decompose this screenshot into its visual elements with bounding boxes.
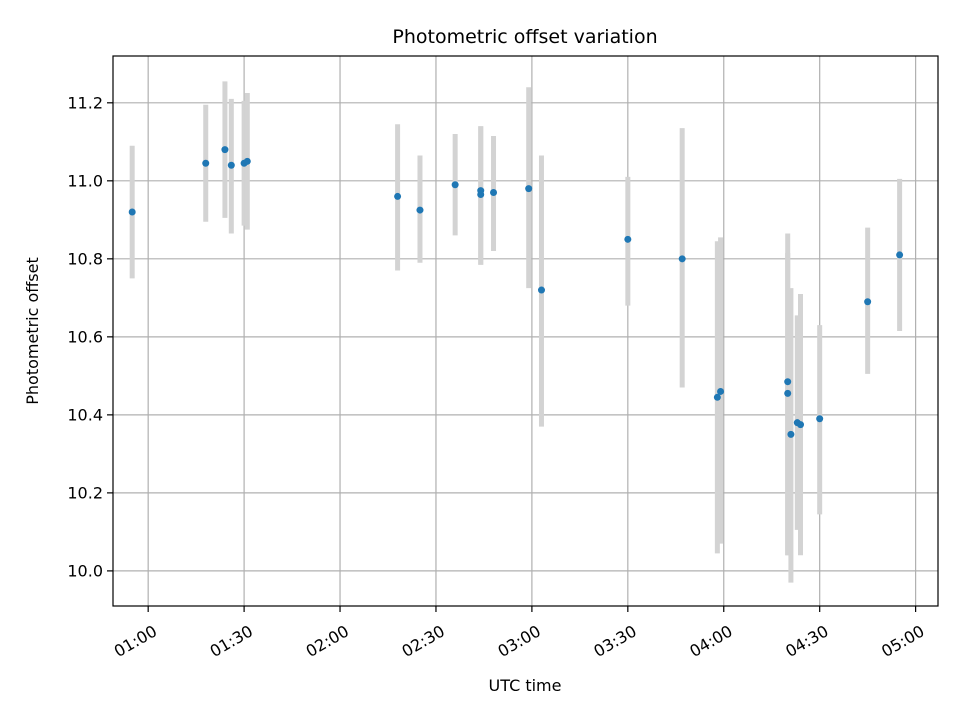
data-point <box>624 235 632 243</box>
data-point <box>202 159 210 167</box>
data-point <box>477 190 485 198</box>
data-point <box>394 192 402 200</box>
data-point <box>717 387 725 395</box>
data-point <box>787 430 795 438</box>
data-points <box>128 146 904 438</box>
data-point <box>221 146 229 154</box>
y-axis-ticks: 10.0 10.2 10.4 10.6 10.8 11.0 11.2 <box>67 93 113 580</box>
data-point <box>797 421 804 429</box>
y-tick-label: 10.4 <box>67 405 103 424</box>
plot-frame <box>112 55 939 607</box>
data-point <box>128 208 136 216</box>
y-tick-label: 10.6 <box>67 327 103 346</box>
data-point <box>784 389 792 397</box>
data-point <box>490 189 498 197</box>
y-tick-label: 10.2 <box>67 483 103 502</box>
data-point <box>227 161 235 169</box>
data-point <box>537 286 545 294</box>
y-tick-label: 11.2 <box>67 93 103 112</box>
data-point <box>678 255 686 263</box>
y-axis-title: Photometric offset <box>23 257 42 405</box>
data-point <box>416 206 424 214</box>
chart-title: Photometric offset variation <box>392 26 657 48</box>
data-point <box>784 378 792 386</box>
data-point <box>816 415 824 423</box>
data-point <box>525 185 533 193</box>
y-tick-label: 10.8 <box>67 249 103 268</box>
data-point <box>243 157 251 165</box>
data-point <box>451 181 459 189</box>
y-tick-label: 11.0 <box>67 171 103 190</box>
data-point <box>864 298 872 306</box>
y-tick-label: 10.0 <box>67 561 103 580</box>
data-point <box>713 393 721 401</box>
data-point <box>896 251 904 259</box>
x-axis-title: UTC time <box>489 676 562 695</box>
